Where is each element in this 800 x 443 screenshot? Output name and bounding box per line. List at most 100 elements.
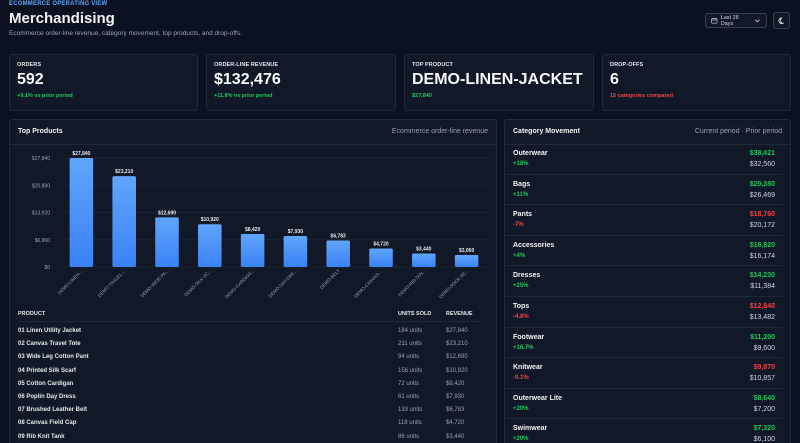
category-current: $16,820 [749,241,775,249]
category-prior: $16,174 [749,252,775,260]
category-row: Tops -4.8% $12,840 $13,482 [504,297,783,328]
category-delta: -4.8% [513,314,529,320]
kpi-card-top-product: TOP PRODUCT DEMO-LINEN-JACKET $27,840 [404,54,594,111]
product-name: 05 Cotton Cardigan [18,380,74,387]
kpi-label: DROP-OFFS [610,62,644,68]
category-name: Footwear [513,333,545,341]
category-delta: +18% [513,161,529,167]
bar-value-label: $6,783 [331,233,347,239]
kpi-card-revenue: ORDER-LINE REVENUE $132,476 +11.8% vs pr… [206,54,396,111]
theme-toggle-button[interactable] [773,12,790,29]
bar-value-label: $7,930 [288,229,304,235]
bar-value-label: $23,210 [115,169,133,175]
bar[interactable] [240,234,265,267]
table-row: 09 Rib Knit Tank 86 units $3,440 [18,434,481,443]
bar[interactable] [198,224,222,267]
table-row: 01 Linen Utility Jacket 184 units $27,840 [18,328,481,341]
bar[interactable] [369,248,393,267]
bar-value-label: $8,420 [245,227,261,233]
product-name: 07 Brushed Leather Belt [18,407,88,414]
bar[interactable] [326,240,350,267]
top-products-bar-chart: $0 $6,960 $13,920 $20,880 $27,840 $27,840 DEMO… [32,151,488,299]
product-revenue: $10,920 [446,367,468,374]
category-name: Bags [513,180,531,188]
category-name: Accessories [513,241,555,249]
category-row: Outerwear +18% $38,421 $32,560 [504,144,783,175]
date-range-button[interactable]: Last 28 Days [705,13,767,28]
category-current: $38,421 [749,150,775,157]
bar[interactable] [112,176,136,267]
table-row: 04 Printed Silk Scarf 156 units $10,920 [18,368,481,381]
kpi-label: ORDER-LINE REVENUE [214,62,279,68]
product-name: 02 Canvas Travel Tote [18,341,81,348]
bar[interactable] [454,255,479,267]
product-revenue: $27,840 [446,328,468,334]
category-current: $18,760 [749,211,775,219]
column-product: PRODUCT [18,311,46,317]
panel-title: Top Products [18,128,63,135]
x-tick-label: DEMO-CARDIGA... [224,268,255,299]
table-row: 07 Brushed Leather Belt 133 units $6,783 [18,407,481,420]
bar[interactable] [283,235,308,267]
x-tick-label: DEMO-BELT [319,268,341,290]
y-tick-label: $27,840 [32,156,50,162]
product-name: 01 Linen Utility Jacket [18,328,82,334]
category-name: Knitwear [513,364,543,372]
bar-value-label: $4,720 [373,242,389,248]
kpi-value: 6 [610,71,619,88]
eyebrow: ECOMMERCE OPERATING VIEW [9,1,108,7]
product-units: 133 units [398,407,423,414]
category-prior: $7,200 [753,405,775,413]
panel-note: Ecommerce order-line revenue [391,128,488,135]
bar-value-label: $10,920 [201,217,219,223]
bar[interactable] [155,217,179,267]
category-prior: $20,172 [749,222,775,230]
category-row: Dresses +25% $14,230 $11,384 [504,266,783,297]
page-subtitle: Ecommerce order-line revenue, category m… [9,30,242,37]
product-revenue: $4,720 [446,420,465,427]
bar[interactable] [69,158,94,267]
kpi-delta: +9.1% vs prior period [17,93,73,99]
panel-note: Current period · Prior period [694,128,782,135]
category-row: Bags +11% $29,380 $26,469 [504,175,783,206]
product-units: 211 units [398,341,422,348]
table-row: 08 Canvas Field Cap 118 units $4,720 [18,420,481,433]
kpi-delta: 15 categories compared [610,93,673,99]
category-prior: $9,600 [753,344,775,352]
category-delta: -7% [513,222,524,229]
table-row: 03 Wide Leg Cotton Pant 94 units $12,690 [18,354,481,367]
category-current: $8,640 [753,394,775,402]
moon-icon [777,17,784,24]
kpi-card-drop-offs: DROP-OFFS 6 15 categories compared [602,54,791,111]
category-current: $11,200 [750,333,775,341]
product-units: 156 units [398,367,423,374]
product-name: 09 Rib Knit Tank [18,433,65,440]
product-revenue: $6,783 [446,407,465,414]
column-units: UNITS SOLD [398,311,432,317]
y-tick-label: $6,960 [35,238,51,244]
category-delta: +20% [513,405,529,412]
category-name: Tops [513,303,530,310]
category-movement-panel: Category Movement Current period · Prior… [504,119,791,443]
product-units: 86 units [398,433,420,440]
category-prior: $10,857 [749,375,775,383]
category-row: Knitwear -9.1% $9,870 $10,857 [504,358,783,389]
divider [505,144,790,145]
x-tick-label: DEMO-WIDE-PA... [140,268,170,298]
column-revenue: REVENUE [446,311,473,317]
product-units: 184 units [398,328,423,334]
product-revenue: $12,690 [446,354,468,361]
calendar-icon [711,18,718,24]
kpi-value: 592 [17,71,44,88]
category-row: Outerwear Lite +20% $8,640 $7,200 [504,389,783,420]
page-title: Merchandising [9,10,115,27]
table-row: 05 Cotton Cardigan 72 units $8,420 [18,381,481,394]
x-tick-label: DEMO-CANVAS-... [353,268,384,299]
category-name: Outerwear Lite [513,394,563,402]
x-tick-label: DEMO-LINEN-... [57,268,84,295]
category-current: $9,870 [753,364,775,372]
category-delta: +20% [513,436,529,443]
kpi-label: ORDERS [17,62,42,68]
bar[interactable] [412,253,436,267]
divider [18,321,481,322]
